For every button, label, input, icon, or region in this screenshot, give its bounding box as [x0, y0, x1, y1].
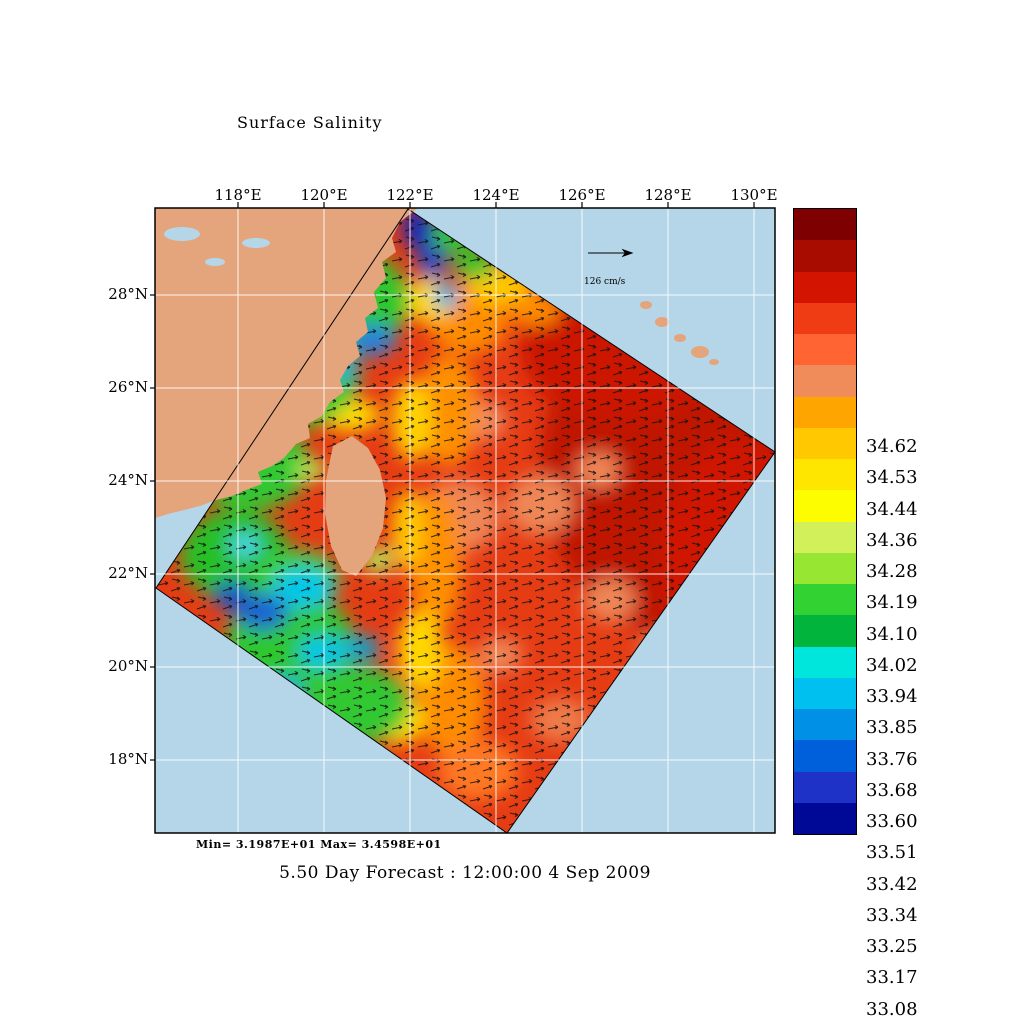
colorbar-segment [794, 302, 856, 334]
colorbar-segment [794, 740, 856, 772]
colorbar-label: 34.36 [866, 530, 918, 551]
colorbar-label: 33.25 [866, 936, 918, 957]
lat-tick-label: 24°N [108, 471, 148, 489]
colorbar-segment [794, 365, 856, 397]
colorbar-label: 33.17 [866, 967, 918, 988]
grid-lines [155, 208, 775, 833]
colorbar-segment [794, 552, 856, 584]
colorbar-segment [794, 271, 856, 303]
colorbar-label: 34.10 [866, 624, 918, 645]
colorbar-label: 33.94 [866, 686, 918, 707]
colorbar-segment [794, 209, 856, 241]
colorbar-segment [794, 427, 856, 459]
colorbar-segment [794, 709, 856, 741]
lon-tick-label: 128°E [644, 186, 692, 204]
lat-tick-label: 18°N [108, 750, 148, 768]
plot-title: Surface Salinity [237, 113, 383, 132]
colorbar-label: 34.19 [866, 592, 918, 613]
colorbar-segment [794, 459, 856, 491]
map-plot [150, 202, 776, 834]
ryukyu-islands [640, 301, 719, 365]
colorbar [793, 208, 857, 835]
lat-tick-label: 20°N [108, 657, 148, 675]
colorbar-segment [794, 240, 856, 272]
minmax-annotation: Min= 3.1987E+01 Max= 3.4598E+01 [196, 838, 442, 851]
axis-ticks [150, 202, 755, 761]
colorbar-label: 33.85 [866, 717, 918, 738]
colorbar-label: 33.68 [866, 780, 918, 801]
colorbar-segment [794, 334, 856, 366]
colorbar-segment [794, 490, 856, 522]
lat-tick-label: 26°N [108, 378, 148, 396]
colorbar-segment [794, 521, 856, 553]
colorbar-segment [794, 802, 856, 834]
lat-tick-label: 28°N [108, 285, 148, 303]
colorbar-segment [794, 584, 856, 616]
colorbar-label: 33.42 [866, 874, 918, 895]
colorbar-segment [794, 396, 856, 428]
colorbar-label: 34.28 [866, 561, 918, 582]
colorbar-label: 33.51 [866, 842, 918, 863]
colorbar-label: 33.34 [866, 905, 918, 926]
colorbar-label: 34.62 [866, 436, 918, 457]
colorbar-segment [794, 615, 856, 647]
vector-scale-arrow [588, 248, 634, 258]
lon-tick-label: 130°E [730, 186, 778, 204]
forecast-caption: 5.50 Day Forecast : 12:00:00 4 Sep 2009 [279, 863, 651, 883]
taiwan-island [325, 436, 386, 576]
colorbar-segment [794, 646, 856, 678]
colorbar-label: 34.44 [866, 499, 918, 520]
vector-scale-label: 126 cm/s [584, 277, 626, 287]
coastal-bays [164, 227, 270, 266]
lon-tick-label: 124°E [472, 186, 520, 204]
colorbar-label: 33.76 [866, 749, 918, 770]
lon-tick-label: 126°E [558, 186, 606, 204]
colorbar-labels: 34.62 34.53 34.44 34.36 34.28 34.19 34.1… [866, 208, 936, 1019]
colorbar-segment [794, 677, 856, 709]
colorbar-label: 33.60 [866, 811, 918, 832]
colorbar-label: 34.02 [866, 655, 918, 676]
lon-tick-label: 120°E [300, 186, 348, 204]
colorbar-segment [794, 771, 856, 803]
colorbar-label: 33.08 [866, 999, 918, 1020]
map-frame [154, 207, 776, 834]
lon-tick-label: 118°E [214, 186, 262, 204]
mainland-landmass [155, 208, 418, 518]
colorbar-label: 34.53 [866, 467, 918, 488]
lon-tick-label: 122°E [386, 186, 434, 204]
lat-tick-label: 22°N [108, 564, 148, 582]
